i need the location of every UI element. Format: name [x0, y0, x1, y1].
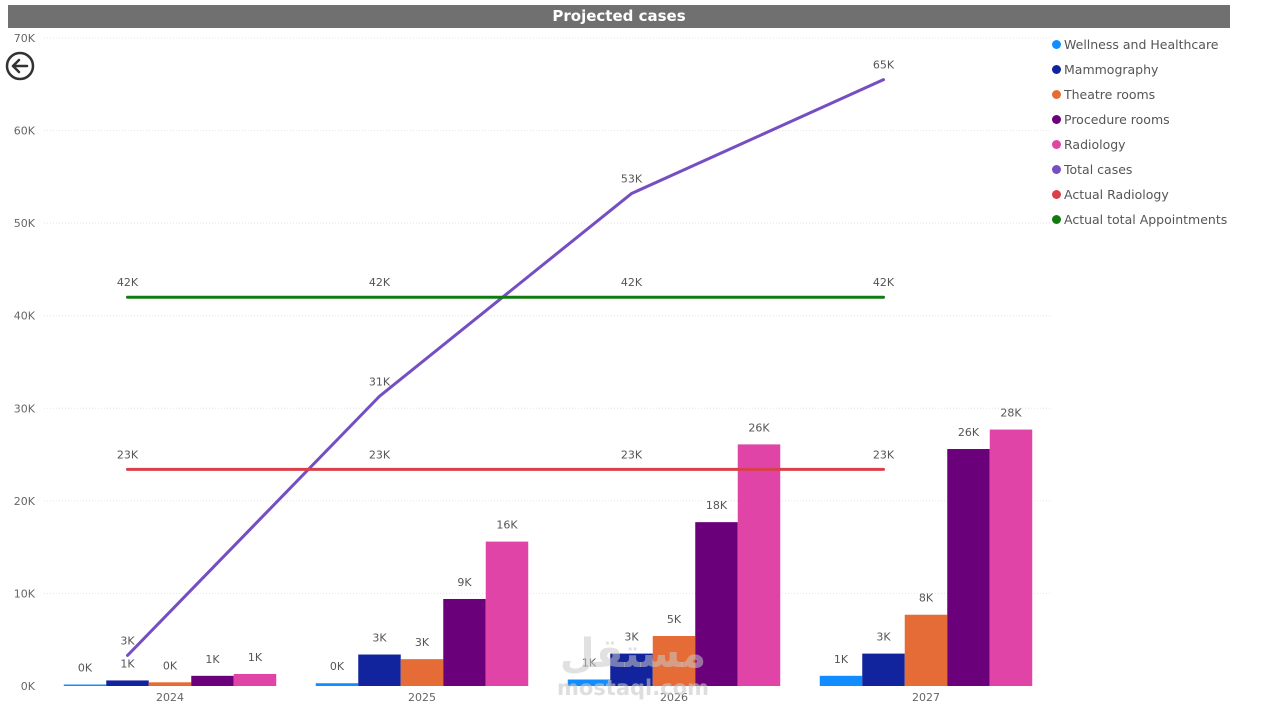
legend-marker	[1052, 165, 1061, 174]
line-layer	[126, 78, 885, 657]
y-tick-label: 0K	[21, 680, 36, 693]
legend-label: Procedure rooms	[1064, 112, 1170, 127]
bar-data-label: 3K	[876, 631, 891, 644]
bar-wellness-and-healthcare[interactable]	[567, 679, 611, 686]
legend-label: Radiology	[1064, 137, 1126, 152]
bar-wellness-and-healthcare[interactable]	[63, 684, 107, 687]
legend-item-wellness-and-healthcare[interactable]: Wellness and Healthcare	[1052, 32, 1257, 57]
x-tick-label: 2025	[408, 691, 436, 704]
line-data-label: 42K	[117, 276, 139, 289]
line-total-cases[interactable]	[126, 78, 885, 657]
bar-procedure-rooms[interactable]	[191, 675, 234, 686]
legend-item-theatre-rooms[interactable]: Theatre rooms	[1052, 82, 1257, 107]
legend-label: Mammography	[1064, 62, 1159, 77]
line-data-label: 42K	[621, 276, 643, 289]
bar-wellness-and-healthcare[interactable]	[315, 683, 359, 686]
bar-theatre-rooms[interactable]	[904, 614, 948, 686]
bar-data-label: 26K	[748, 421, 770, 434]
grid-layer	[44, 37, 1052, 594]
legend-label: Theatre rooms	[1064, 87, 1156, 102]
line-data-label: 53K	[621, 173, 643, 186]
chart-legend: Wellness and Healthcare Mammography Theatr…	[1052, 32, 1257, 232]
line-data-label: 65K	[873, 59, 895, 72]
bar-radiology[interactable]	[737, 444, 781, 686]
x-tick-label: 2024	[156, 691, 184, 704]
line-data-label: 42K	[873, 276, 895, 289]
bar-data-label: 0K	[163, 659, 178, 672]
legend-label: Actual total Appointments	[1064, 212, 1228, 227]
bar-data-label: 3K	[415, 636, 430, 649]
bar-mammography[interactable]	[358, 654, 401, 686]
bar-procedure-rooms[interactable]	[947, 449, 990, 686]
line-data-label: 3K	[120, 634, 135, 647]
bar-radiology[interactable]	[233, 673, 277, 686]
bar-data-label: 1K	[120, 657, 135, 670]
legend-marker	[1052, 115, 1061, 124]
bar-data-label: 5K	[667, 613, 682, 626]
line-data-label: 23K	[117, 448, 139, 461]
x-tick-label: 2027	[912, 691, 940, 704]
bar-layer	[63, 429, 1033, 687]
bar-procedure-rooms[interactable]	[695, 522, 738, 686]
legend-marker	[1052, 65, 1061, 74]
bar-wellness-and-healthcare[interactable]	[819, 675, 863, 686]
bar-data-label: 1K	[205, 653, 220, 666]
bar-data-label: 1K	[834, 653, 849, 666]
bar-data-label: 16K	[496, 519, 518, 532]
y-tick-label: 30K	[14, 402, 36, 415]
bar-data-label: 3K	[372, 632, 387, 645]
bar-radiology[interactable]	[485, 541, 529, 686]
bar-data-label: 1K	[248, 651, 263, 664]
bar-radiology[interactable]	[989, 429, 1033, 686]
line-data-label: 42K	[369, 276, 391, 289]
legend-marker	[1052, 190, 1061, 199]
bar-data-label: 26K	[958, 426, 980, 439]
bar-data-label: 8K	[919, 592, 934, 605]
line-data-label: 23K	[621, 448, 643, 461]
y-tick-label: 60K	[14, 125, 36, 138]
y-tick-label: 10K	[14, 587, 36, 600]
legend-item-radiology[interactable]: Radiology	[1052, 132, 1257, 157]
legend-item-procedure-rooms[interactable]: Procedure rooms	[1052, 107, 1257, 132]
legend-label: Wellness and Healthcare	[1064, 37, 1219, 52]
bar-data-label: 28K	[1000, 407, 1022, 420]
data-label-layer: 0K 0K 1K 1K 1K 3K 3K 3K 0K 3K 5K 8K 1K 9K 18K 26K 1K 16K 2…	[78, 59, 1022, 675]
bar-data-label: 0K	[78, 662, 93, 675]
line-data-label: 23K	[873, 448, 895, 461]
bar-data-label: 1K	[582, 657, 597, 670]
legend-marker	[1052, 140, 1061, 149]
bar-mammography[interactable]	[106, 680, 149, 686]
bar-procedure-rooms[interactable]	[443, 598, 486, 686]
legend-item-total-cases[interactable]: Total cases	[1052, 157, 1257, 182]
legend-marker	[1052, 215, 1061, 224]
line-data-label: 23K	[369, 448, 391, 461]
bar-data-label: 9K	[457, 576, 472, 589]
y-tick-label: 70K	[14, 32, 36, 45]
legend-marker	[1052, 40, 1061, 49]
bar-theatre-rooms[interactable]	[652, 636, 696, 686]
back-arrow-icon[interactable]	[5, 51, 35, 81]
x-tick-label: 2026	[660, 691, 688, 704]
legend-label: Actual Radiology	[1064, 187, 1169, 202]
axis-layer: 0K 10K 20K 30K 40K 50K 60K 70K 2024 2025 2026 2027	[14, 32, 940, 704]
legend-marker	[1052, 90, 1061, 99]
legend-label: Total cases	[1064, 162, 1133, 177]
legend-item-actual-total-appointments[interactable]: Actual total Appointments	[1052, 207, 1257, 232]
y-tick-label: 40K	[14, 310, 36, 323]
bar-data-label: 18K	[706, 499, 728, 512]
bar-theatre-rooms[interactable]	[148, 682, 192, 686]
bar-data-label: 0K	[330, 660, 345, 673]
bar-theatre-rooms[interactable]	[400, 659, 444, 686]
chart-title: Projected cases	[8, 5, 1230, 28]
bar-mammography[interactable]	[610, 653, 653, 686]
legend-item-actual-radiology[interactable]: Actual Radiology	[1052, 182, 1257, 207]
legend-item-mammography[interactable]: Mammography	[1052, 57, 1257, 82]
bar-data-label: 3K	[624, 631, 639, 644]
bar-mammography[interactable]	[862, 653, 905, 686]
y-tick-label: 50K	[14, 217, 36, 230]
line-data-label: 31K	[369, 375, 391, 388]
y-tick-label: 20K	[14, 495, 36, 508]
